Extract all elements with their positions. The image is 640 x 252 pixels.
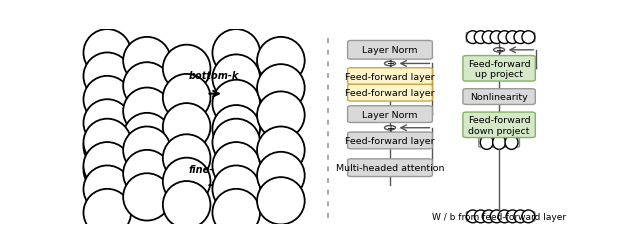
FancyBboxPatch shape xyxy=(463,89,535,105)
Ellipse shape xyxy=(257,38,305,85)
Ellipse shape xyxy=(467,210,479,223)
FancyBboxPatch shape xyxy=(348,159,433,177)
Ellipse shape xyxy=(257,92,305,139)
Ellipse shape xyxy=(83,77,131,124)
Text: Multi-headed attention: Multi-headed attention xyxy=(336,164,444,172)
Text: +: + xyxy=(386,123,394,133)
Circle shape xyxy=(385,62,396,66)
Ellipse shape xyxy=(163,181,211,228)
Ellipse shape xyxy=(522,32,535,44)
FancyBboxPatch shape xyxy=(348,106,433,123)
Ellipse shape xyxy=(212,119,260,166)
Ellipse shape xyxy=(257,152,305,199)
Text: bottom-k: bottom-k xyxy=(189,71,239,81)
Text: Feed-forward layer: Feed-forward layer xyxy=(345,136,435,145)
Ellipse shape xyxy=(506,32,519,44)
Ellipse shape xyxy=(83,146,131,194)
Ellipse shape xyxy=(498,210,511,223)
Ellipse shape xyxy=(483,32,495,44)
Ellipse shape xyxy=(163,135,211,182)
Ellipse shape xyxy=(163,104,211,151)
Ellipse shape xyxy=(257,65,305,112)
Ellipse shape xyxy=(212,30,260,77)
Circle shape xyxy=(493,48,504,53)
FancyBboxPatch shape xyxy=(348,41,433,60)
FancyBboxPatch shape xyxy=(348,69,433,85)
Ellipse shape xyxy=(83,119,131,166)
Ellipse shape xyxy=(212,80,260,128)
Ellipse shape xyxy=(123,38,171,85)
Ellipse shape xyxy=(467,32,479,44)
Text: Feed-forward layer: Feed-forward layer xyxy=(345,72,435,81)
Ellipse shape xyxy=(83,123,131,170)
Ellipse shape xyxy=(123,63,171,110)
Ellipse shape xyxy=(498,32,511,44)
Text: Nonlinearity: Nonlinearity xyxy=(470,93,528,102)
FancyBboxPatch shape xyxy=(348,133,433,149)
Ellipse shape xyxy=(83,189,131,236)
Ellipse shape xyxy=(257,127,305,174)
Ellipse shape xyxy=(123,88,171,135)
Ellipse shape xyxy=(474,210,487,223)
Ellipse shape xyxy=(83,53,131,100)
Text: W / b from feed-forward layer: W / b from feed-forward layer xyxy=(432,212,566,221)
Ellipse shape xyxy=(212,106,260,153)
Ellipse shape xyxy=(123,113,171,161)
Ellipse shape xyxy=(83,166,131,213)
Text: Layer Norm: Layer Norm xyxy=(362,46,418,55)
FancyBboxPatch shape xyxy=(463,56,535,82)
Text: Layer Norm: Layer Norm xyxy=(362,110,418,119)
Text: Feed-forward
down project: Feed-forward down project xyxy=(468,116,531,135)
Ellipse shape xyxy=(212,166,260,213)
Text: +: + xyxy=(386,59,394,69)
Ellipse shape xyxy=(493,136,506,150)
Ellipse shape xyxy=(490,32,503,44)
Ellipse shape xyxy=(506,210,519,223)
FancyBboxPatch shape xyxy=(467,33,535,43)
Ellipse shape xyxy=(505,136,518,150)
Ellipse shape xyxy=(257,177,305,225)
Ellipse shape xyxy=(212,189,260,236)
Ellipse shape xyxy=(212,55,260,102)
Ellipse shape xyxy=(123,150,171,197)
Ellipse shape xyxy=(123,174,171,221)
FancyBboxPatch shape xyxy=(463,113,535,138)
FancyBboxPatch shape xyxy=(479,138,520,147)
Ellipse shape xyxy=(83,30,131,77)
Ellipse shape xyxy=(514,210,527,223)
Ellipse shape xyxy=(163,158,211,205)
Ellipse shape xyxy=(163,46,211,92)
Ellipse shape xyxy=(123,127,171,174)
Ellipse shape xyxy=(83,100,131,147)
Ellipse shape xyxy=(212,143,260,190)
Ellipse shape xyxy=(83,143,131,190)
Ellipse shape xyxy=(522,210,535,223)
Ellipse shape xyxy=(490,210,503,223)
Circle shape xyxy=(385,126,396,130)
Ellipse shape xyxy=(480,136,493,150)
Ellipse shape xyxy=(474,32,487,44)
Text: Feed-forward layer: Feed-forward layer xyxy=(345,89,435,98)
Text: +: + xyxy=(495,46,503,56)
Ellipse shape xyxy=(163,75,211,122)
Ellipse shape xyxy=(514,32,527,44)
Ellipse shape xyxy=(483,210,495,223)
Text: fine-tune: fine-tune xyxy=(189,164,239,174)
Text: Feed-forward
up project: Feed-forward up project xyxy=(468,59,531,79)
FancyBboxPatch shape xyxy=(348,85,433,102)
FancyBboxPatch shape xyxy=(467,212,535,221)
